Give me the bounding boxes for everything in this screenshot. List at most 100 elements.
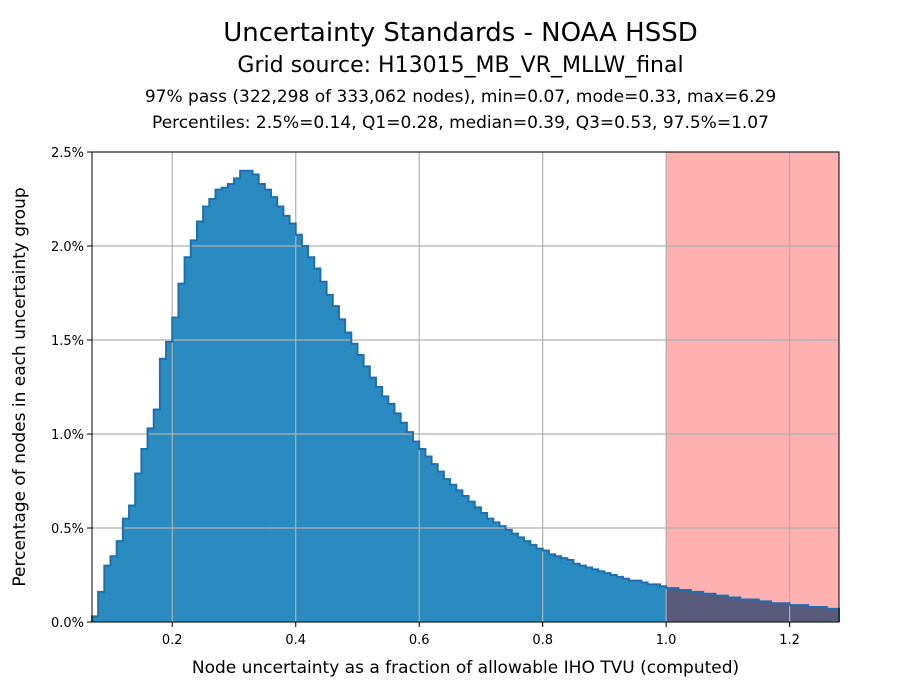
- histogram-bar: [548, 554, 556, 622]
- histogram-bar: [771, 603, 778, 622]
- histogram-bar: [338, 319, 346, 622]
- histogram-bar: [443, 479, 451, 622]
- histogram-bar: [721, 595, 729, 622]
- histogram-bar: [388, 403, 395, 622]
- histogram-bar: [178, 283, 186, 622]
- fail-region: [666, 152, 839, 622]
- histogram-bar: [277, 206, 284, 622]
- histogram-bar: [511, 533, 519, 622]
- histogram-bar: [240, 170, 247, 623]
- chart-percentiles-line: Percentiles: 2.5%=0.14, Q1=0.28, median=…: [152, 113, 769, 133]
- histogram-bar: [345, 332, 352, 622]
- histogram-bar: [110, 556, 118, 622]
- histogram-bar: [437, 471, 445, 622]
- histogram-outline: [91, 169, 840, 622]
- histogram-bar: [567, 559, 574, 622]
- histogram-bar: [129, 505, 136, 622]
- histogram-bar: [135, 473, 142, 622]
- histogram-bar: [690, 591, 698, 622]
- y-tick-label: 1.0%: [51, 428, 84, 443]
- histogram-bar: [777, 603, 784, 622]
- y-axis-label: Percentage of nodes in each uncertainty …: [10, 187, 30, 586]
- histogram-bar: [357, 355, 365, 622]
- histogram-bar: [740, 599, 747, 622]
- histogram-bar: [493, 522, 500, 622]
- y-tick-label: 1.5%: [51, 334, 84, 349]
- y-tick-label: 2.5%: [51, 146, 84, 161]
- histogram-bar: [227, 183, 235, 622]
- chart-stats-line: 97% pass (322,298 of 333,062 nodes), min…: [144, 87, 777, 107]
- histogram-bar: [635, 580, 642, 622]
- histogram-bar: [246, 170, 253, 623]
- histogram-bar: [826, 608, 834, 622]
- histogram-bar: [697, 591, 704, 622]
- histogram-bar: [122, 518, 130, 622]
- histogram-bar: [314, 268, 321, 622]
- histogram-bar: [832, 608, 840, 622]
- histogram-bar: [808, 606, 815, 622]
- histogram-bar: [536, 548, 544, 622]
- histogram-bar: [147, 428, 155, 622]
- histogram-bar: [468, 501, 476, 622]
- histogram-bar: [499, 526, 507, 622]
- plot-frame: [91, 151, 840, 623]
- x-tick-label: 1.2: [779, 633, 800, 648]
- x-tick-label: 0.4: [285, 633, 306, 648]
- histogram-bar: [653, 584, 661, 622]
- histogram-bar: [221, 187, 229, 622]
- histogram-bar: [308, 257, 315, 622]
- histogram-bar: [116, 541, 124, 622]
- histogram-bar: [141, 449, 148, 622]
- histogram-bar: [672, 588, 679, 622]
- histogram-bar: [684, 590, 692, 622]
- histogram-bar: [622, 578, 630, 622]
- histogram-bar: [703, 593, 710, 622]
- histogram-bar: [295, 234, 303, 622]
- histogram-bar: [678, 590, 686, 622]
- histogram-bar: [203, 206, 210, 622]
- histogram-bar: [715, 595, 723, 622]
- histogram-bar: [727, 597, 735, 622]
- histogram-bar: [382, 396, 389, 622]
- histogram-bar: [820, 606, 828, 622]
- histogram-bar: [166, 341, 173, 622]
- histogram-bar: [524, 541, 531, 622]
- histogram-bar: [647, 584, 655, 622]
- histogram-bar: [233, 178, 241, 622]
- x-tick-label: 0.6: [409, 633, 430, 648]
- histogram-bar: [579, 565, 587, 622]
- outline-layer: [91, 169, 840, 622]
- histogram-bar: [98, 591, 105, 622]
- histogram-bar: [289, 223, 297, 622]
- y-tick-label: 0.0%: [51, 616, 84, 631]
- histogram-bar: [406, 432, 414, 622]
- histogram-bar: [734, 597, 741, 622]
- histogram-bar: [783, 603, 791, 622]
- histogram-bar: [641, 582, 649, 622]
- histogram-bar: [530, 544, 537, 622]
- histogram-bar: [561, 558, 568, 622]
- histogram-bar: [271, 197, 278, 622]
- histogram-bar: [363, 366, 371, 622]
- chart-title: Uncertainty Standards - NOAA HSSD: [223, 18, 698, 48]
- histogram-bar: [480, 512, 488, 622]
- histogram-bar: [209, 199, 216, 622]
- histogram-bar: [252, 174, 260, 622]
- histogram-bar: [326, 294, 334, 622]
- histogram-bar: [184, 257, 192, 622]
- histogram-bar: [320, 281, 327, 622]
- histogram-bar: [258, 183, 266, 622]
- y-tick-label: 0.5%: [51, 522, 84, 537]
- fail-region-layer: [666, 152, 839, 622]
- histogram-bar: [666, 588, 673, 622]
- histogram-bar: [592, 569, 599, 622]
- histogram-bar: [104, 565, 111, 622]
- histogram-bar: [159, 358, 167, 622]
- histogram-bar: [369, 377, 377, 622]
- histogram-bar: [400, 422, 408, 622]
- histogram-bar: [795, 605, 803, 622]
- chart-subtitle: Grid source: H13015_MB_VR_MLLW_final: [237, 53, 684, 78]
- histogram-bar: [462, 496, 469, 622]
- histogram-bar: [92, 616, 99, 622]
- histogram-bar: [814, 606, 821, 622]
